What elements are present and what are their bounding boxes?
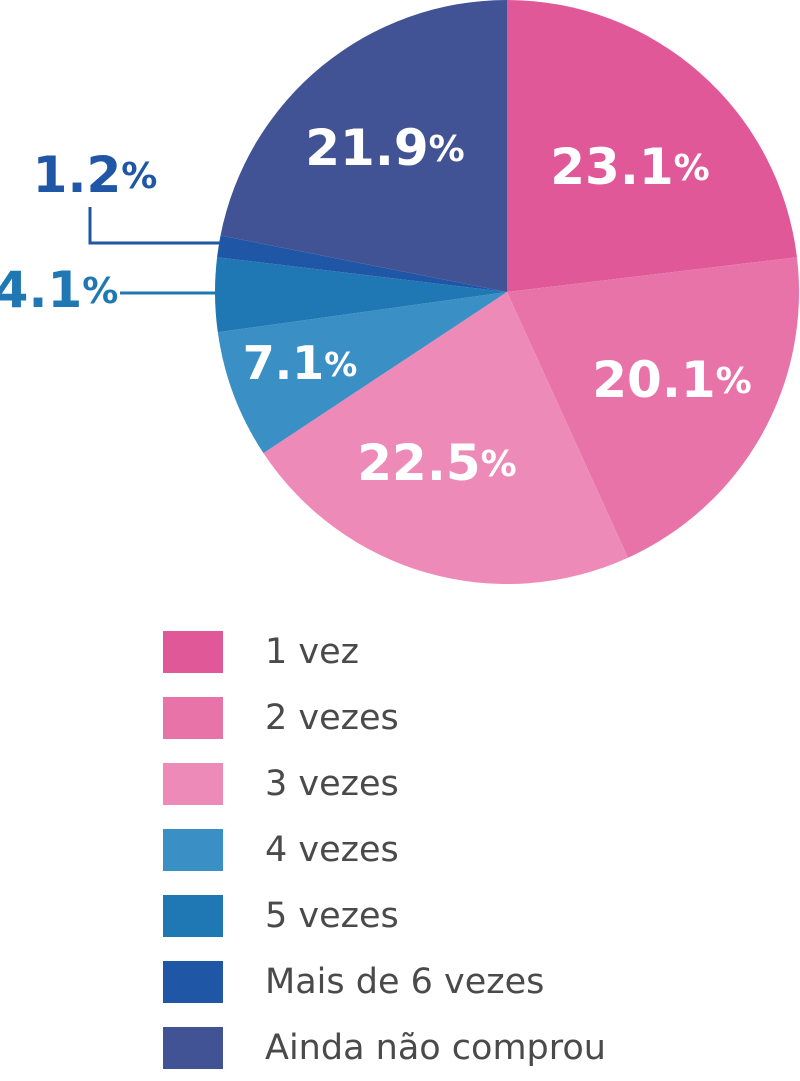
legend-label: 2 vezes <box>265 698 399 738</box>
legend-swatch <box>163 763 223 805</box>
legend-label: Ainda não comprou <box>265 1028 606 1068</box>
pie-slice-1-vez <box>507 0 797 292</box>
pie-chart: 23.1% 20.1% 22.5% 7.1% 21.9% 1.2% 4.1% <box>0 0 799 584</box>
callout-line-mais-de-6-vezes <box>88 207 220 245</box>
legend-item-ainda-nao-comprou: Ainda não comprou <box>163 1015 606 1081</box>
legend-label: Mais de 6 vezes <box>265 962 545 1002</box>
slice-label-1-vez: 23.1% <box>550 138 709 196</box>
legend-label: 3 vezes <box>265 764 399 804</box>
legend-item-5-vezes: 5 vezes <box>163 883 606 949</box>
legend-item-mais-de-6-vezes: Mais de 6 vezes <box>163 949 606 1015</box>
callout-label-mais-de-6-vezes: 1.2% <box>33 146 158 204</box>
legend-swatch <box>163 1027 223 1069</box>
legend: 1 vez 2 vezes 3 vezes 4 vezes 5 vezes Ma… <box>163 619 606 1081</box>
pie-slice-3-vezes <box>263 292 628 584</box>
slice-label-2-vezes: 20.1% <box>592 351 751 409</box>
legend-swatch <box>163 829 223 871</box>
callout-label-5-vezes: 4.1% <box>0 261 118 319</box>
legend-item-4-vezes: 4 vezes <box>163 817 606 883</box>
pie-slice-ainda-nao-comprou <box>220 0 507 292</box>
pie-slice-4-vezes <box>217 292 508 454</box>
legend-label: 4 vezes <box>265 830 399 870</box>
legend-swatch <box>163 697 223 739</box>
legend-item-2-vezes: 2 vezes <box>163 685 606 751</box>
legend-item-3-vezes: 3 vezes <box>163 751 606 817</box>
legend-item-1-vez: 1 vez <box>163 619 606 685</box>
slice-label-4-vezes: 7.1% <box>243 336 358 390</box>
legend-swatch <box>163 631 223 673</box>
legend-swatch <box>163 961 223 1003</box>
pie-slice-mais-de-6-vezes <box>217 235 507 292</box>
pie-slice-5-vezes <box>215 257 507 333</box>
legend-label: 1 vez <box>265 632 360 672</box>
slice-label-3-vezes: 22.5% <box>357 434 516 492</box>
legend-label: 5 vezes <box>265 896 399 936</box>
pie-slice-2-vezes <box>507 257 799 558</box>
legend-swatch <box>163 895 223 937</box>
slice-label-ainda-nao-comprou: 21.9% <box>305 119 464 177</box>
